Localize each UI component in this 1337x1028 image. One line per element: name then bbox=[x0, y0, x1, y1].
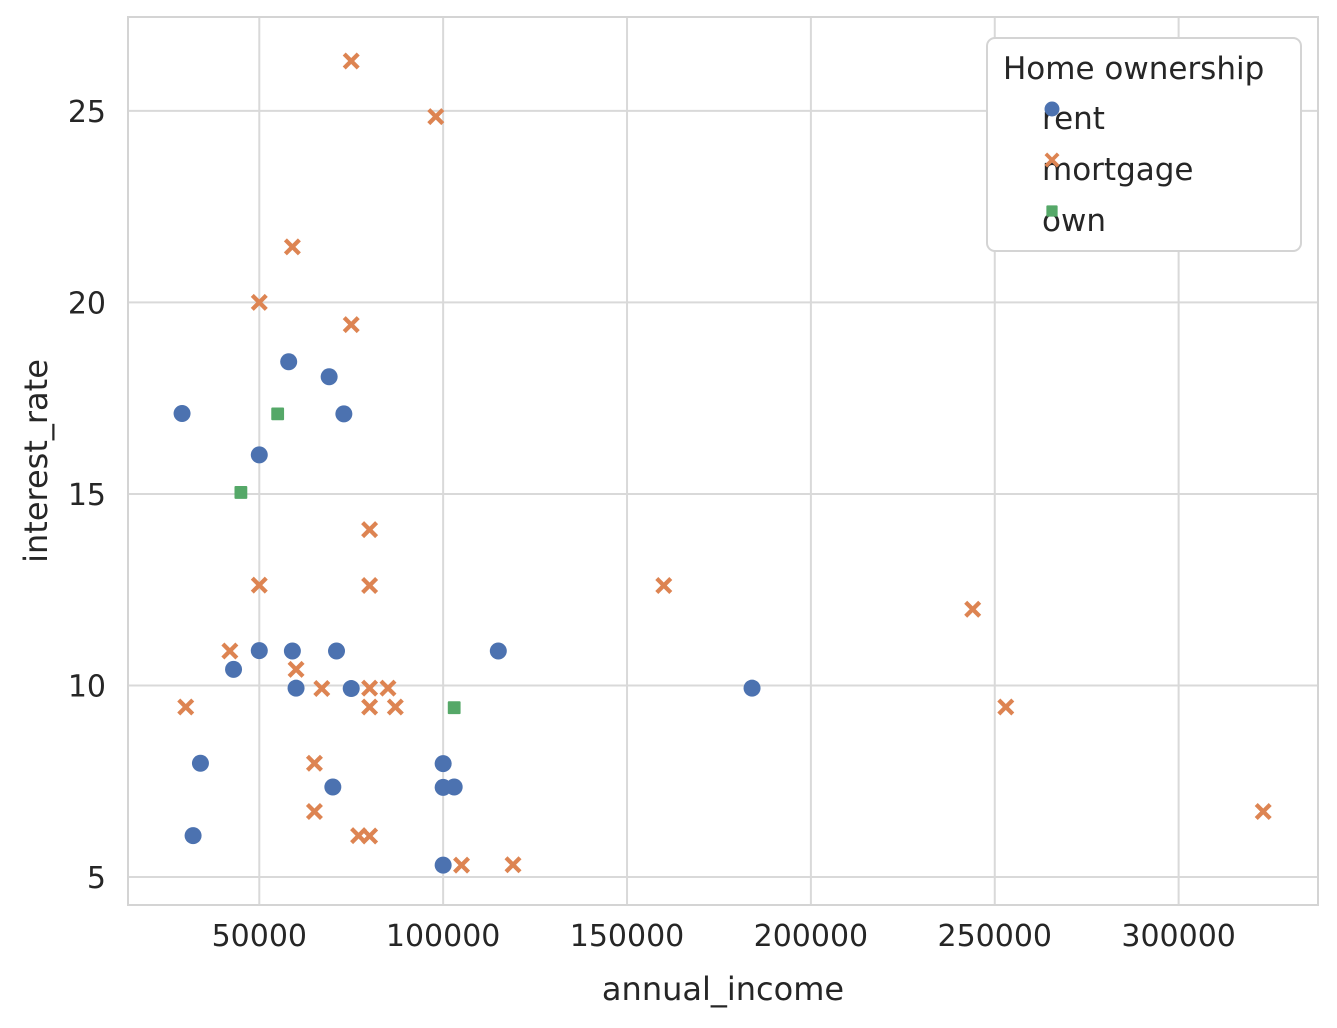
data-point-own bbox=[271, 407, 285, 421]
data-point-mortgage bbox=[305, 754, 323, 772]
x-tick-label: 100000 bbox=[386, 919, 501, 954]
legend-title: Home ownership bbox=[1003, 51, 1265, 87]
data-point-mortgage bbox=[250, 576, 268, 594]
x-tick-label: 250000 bbox=[937, 919, 1052, 954]
plot-border bbox=[127, 16, 1319, 906]
y-tick-label: 10 bbox=[68, 669, 106, 704]
data-point-mortgage bbox=[361, 521, 379, 539]
legend-item-rent: rent bbox=[1042, 99, 1105, 139]
data-point-own bbox=[234, 486, 248, 499]
y-tick-label: 20 bbox=[68, 286, 106, 321]
data-point-rent bbox=[173, 404, 191, 422]
data-point-rent bbox=[324, 778, 342, 796]
data-point-mortgage bbox=[361, 698, 379, 716]
data-point-rent bbox=[283, 642, 301, 660]
circle-marker-glyph bbox=[1044, 101, 1060, 117]
data-point-rent bbox=[250, 642, 268, 660]
data-point-mortgage bbox=[453, 856, 471, 874]
x-tick-label: 300000 bbox=[1121, 919, 1236, 954]
square-marker-icon bbox=[1046, 205, 1058, 217]
series-own bbox=[234, 407, 461, 715]
legend-item-own: own bbox=[1042, 201, 1106, 241]
data-point-mortgage bbox=[1254, 803, 1272, 821]
data-point-mortgage bbox=[386, 698, 404, 716]
legend: Home ownership rent mortgage own bbox=[986, 37, 1302, 252]
data-point-rent bbox=[342, 680, 360, 698]
data-point-rent bbox=[328, 642, 346, 660]
y-tick-label: 15 bbox=[68, 478, 106, 513]
legend-item-label: mortgage bbox=[1042, 152, 1194, 188]
data-point-own bbox=[447, 701, 461, 715]
data-point-mortgage bbox=[964, 600, 982, 618]
data-point-mortgage bbox=[655, 577, 673, 595]
data-point-mortgage bbox=[504, 856, 522, 874]
circle-marker-icon bbox=[1044, 101, 1060, 117]
y-axis-label: interest_rate bbox=[17, 359, 55, 563]
data-point-rent bbox=[434, 755, 452, 773]
data-point-mortgage bbox=[283, 238, 301, 256]
x-marker-icon bbox=[1044, 152, 1060, 168]
data-point-rent bbox=[434, 856, 452, 874]
legend-item-mortgage: mortgage bbox=[1042, 150, 1194, 190]
data-point-mortgage bbox=[361, 679, 379, 697]
data-point-rent bbox=[184, 827, 202, 845]
square-marker-glyph bbox=[1046, 205, 1058, 217]
data-point-rent bbox=[489, 642, 507, 660]
y-tick-label: 5 bbox=[87, 861, 106, 896]
data-point-rent bbox=[287, 679, 305, 697]
x-marker-glyph bbox=[1044, 152, 1060, 168]
data-point-rent bbox=[250, 446, 268, 464]
x-tick-label: 200000 bbox=[754, 919, 869, 954]
x-tick-label: 150000 bbox=[570, 919, 685, 954]
series-mortgage bbox=[177, 52, 1272, 874]
data-point-mortgage bbox=[361, 827, 379, 845]
data-point-mortgage bbox=[997, 698, 1015, 716]
data-point-mortgage bbox=[305, 803, 323, 821]
data-point-mortgage bbox=[287, 660, 305, 678]
data-point-mortgage bbox=[361, 577, 379, 595]
x-axis-label: annual_income bbox=[601, 970, 845, 1008]
y-tick-label: 25 bbox=[68, 95, 106, 130]
data-point-rent bbox=[335, 405, 353, 423]
data-point-rent bbox=[445, 778, 463, 796]
series-rent bbox=[173, 353, 761, 874]
data-point-rent bbox=[320, 368, 338, 386]
data-point-mortgage bbox=[427, 108, 445, 126]
data-point-mortgage bbox=[313, 680, 331, 698]
data-point-mortgage bbox=[177, 698, 195, 716]
data-point-mortgage bbox=[379, 679, 397, 697]
data-point-rent bbox=[743, 679, 761, 697]
data-point-mortgage bbox=[250, 293, 268, 311]
data-point-mortgage bbox=[221, 642, 239, 660]
data-point-mortgage bbox=[342, 316, 360, 334]
data-point-mortgage bbox=[342, 52, 360, 70]
data-point-rent bbox=[191, 754, 209, 772]
data-point-rent bbox=[225, 660, 243, 678]
data-point-rent bbox=[280, 353, 298, 371]
x-tick-label: 50000 bbox=[212, 919, 307, 954]
